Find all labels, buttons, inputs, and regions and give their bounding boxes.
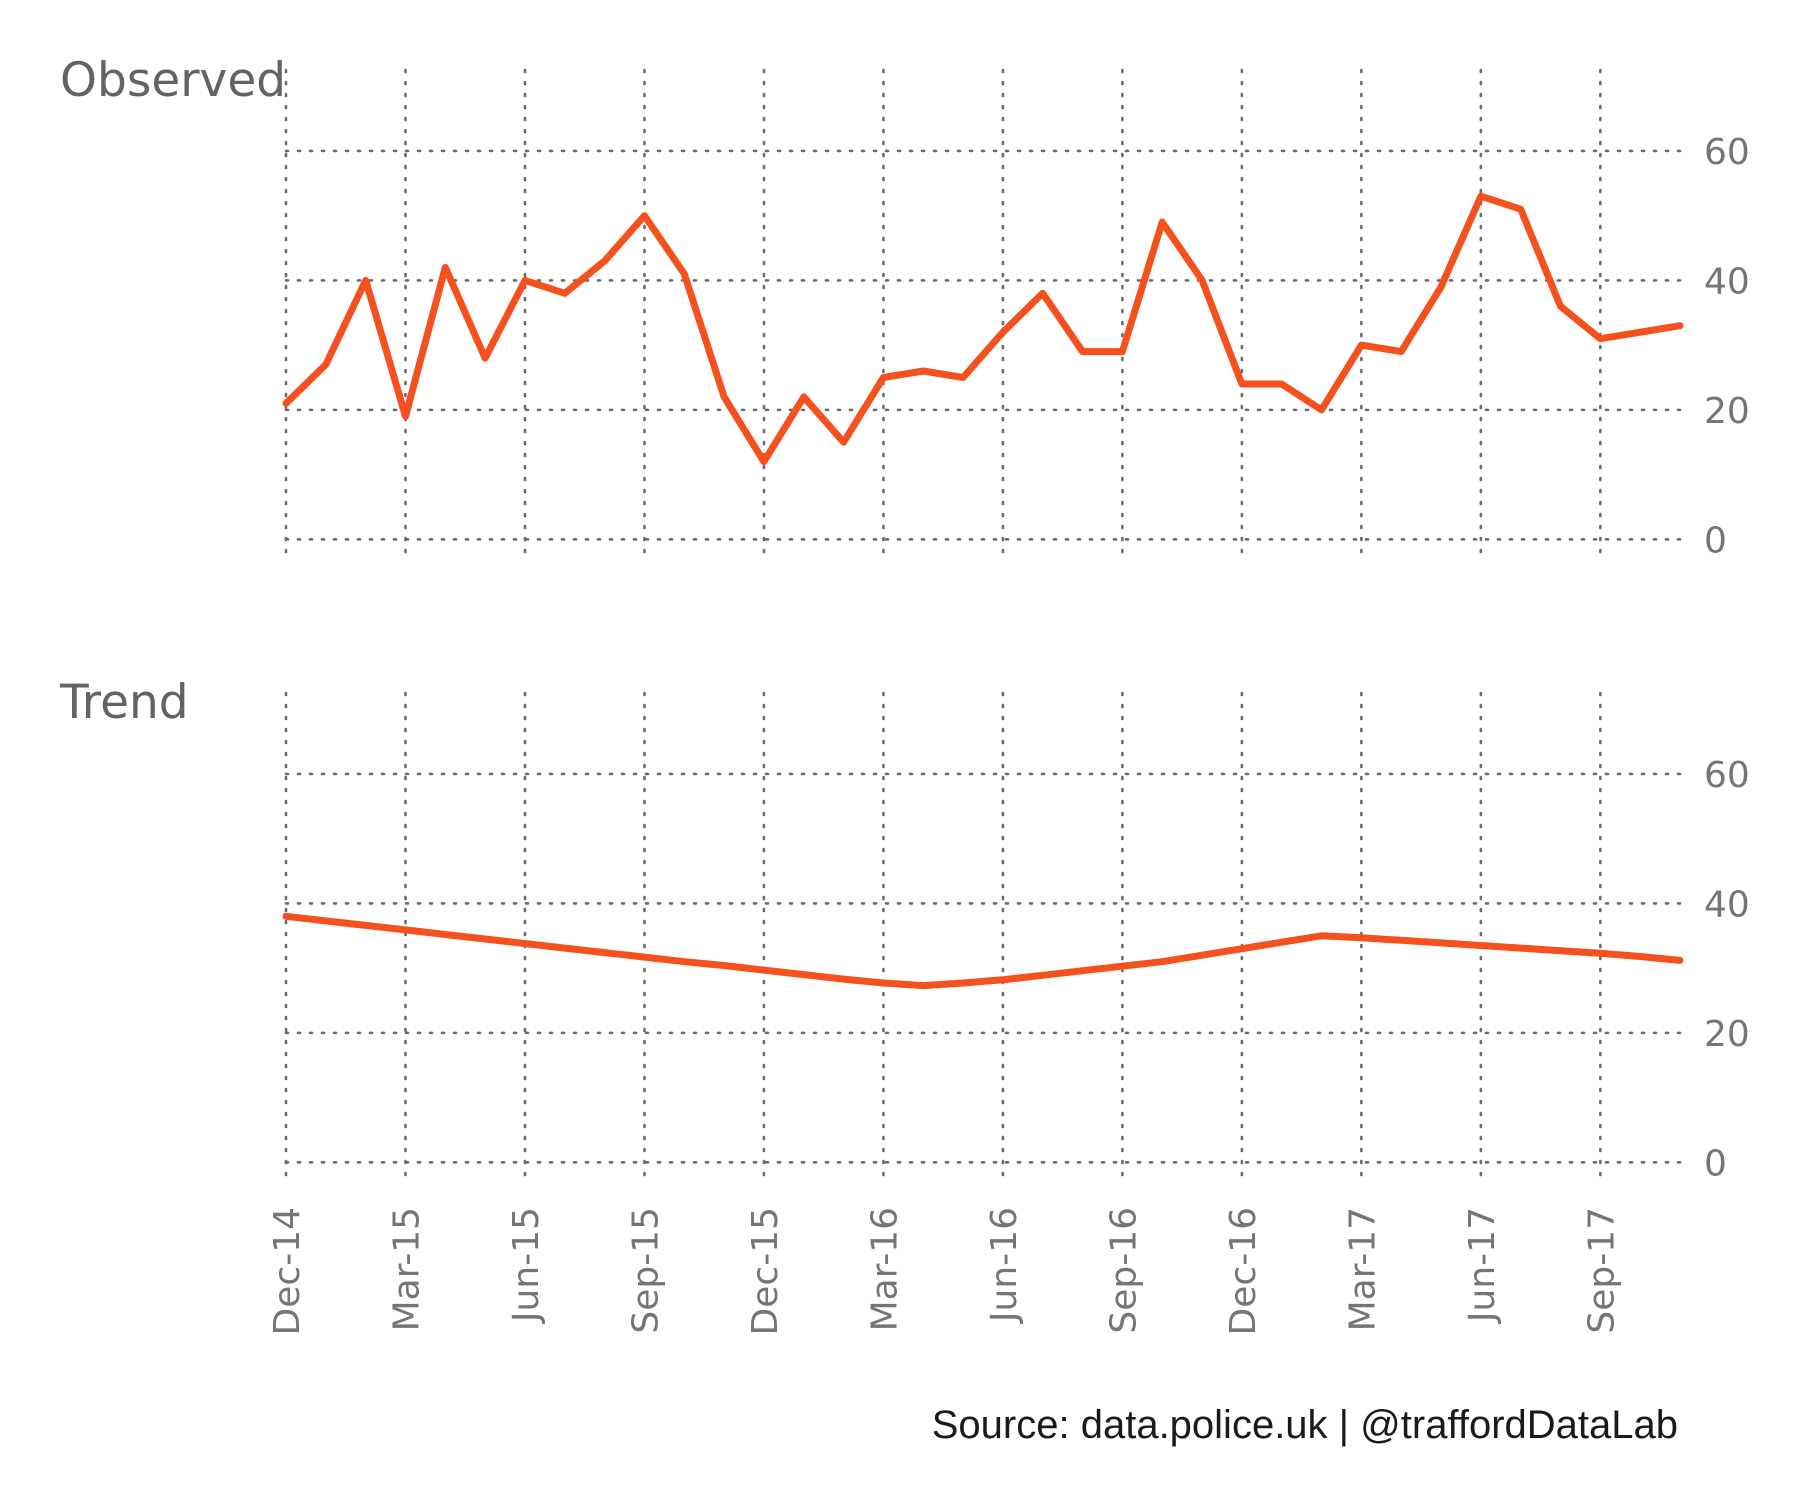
caption: Source: data.police.uk | @traffordDataLa… [932, 1403, 1678, 1447]
series-line-trend [282, 912, 1684, 990]
y-tick-label: 0 [1704, 1143, 1727, 1184]
panel-trend: 0 20 40 60 Trend [59, 675, 1750, 1187]
x-tick-label: Dec-15 [745, 1207, 786, 1335]
y-tick-label: 20 [1704, 1014, 1750, 1055]
x-axis: Dec-14 Mar-15 Jun-15 Sep-15 Dec-15 Mar-16 Jun-… [267, 1207, 1622, 1335]
x-tick-label: Jun-15 [506, 1207, 547, 1324]
y-tick-label: 20 [1704, 391, 1750, 432]
series-line-observed [282, 192, 1684, 466]
x-tick-label: Sep-17 [1581, 1207, 1622, 1334]
x-tick-label: Jun-16 [984, 1207, 1025, 1324]
y-tick-label: 60 [1704, 755, 1750, 796]
x-tick-label: Sep-16 [1103, 1207, 1144, 1334]
x-tick-label: Dec-16 [1223, 1207, 1264, 1335]
panel-observed: 0 20 40 60 Observed [60, 53, 1750, 564]
x-tick-label: Dec-14 [267, 1207, 308, 1335]
x-tick-label: Sep-15 [625, 1207, 666, 1334]
x-tick-label: Mar-16 [864, 1207, 905, 1331]
x-tick-label: Mar-15 [386, 1207, 427, 1331]
y-tick-label: 40 [1704, 884, 1750, 925]
panel-title: Trend [59, 675, 189, 730]
y-tick-label: 60 [1704, 132, 1750, 173]
x-tick-label: Mar-17 [1342, 1207, 1383, 1331]
y-tick-label: 0 [1704, 520, 1727, 561]
panel-title: Observed [60, 53, 286, 108]
y-tick-label: 40 [1704, 261, 1750, 302]
x-tick-label: Jun-17 [1462, 1207, 1503, 1324]
